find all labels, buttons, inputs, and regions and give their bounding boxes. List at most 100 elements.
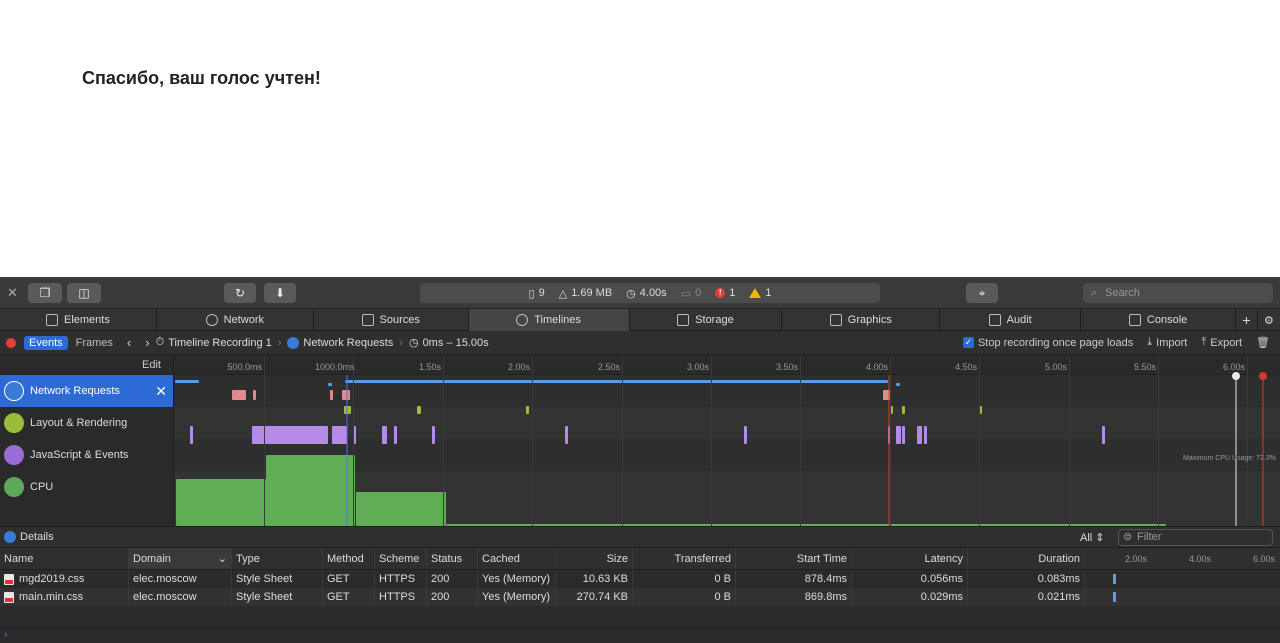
column-method[interactable]: Method (323, 548, 375, 569)
script-record-bar (432, 426, 435, 444)
tab-sources[interactable]: Sources (314, 309, 469, 331)
row-domain: elec.moscow (129, 588, 232, 606)
script-record-bar (382, 426, 387, 444)
back-arrow-icon[interactable]: ‹ (126, 335, 132, 350)
tab-network[interactable]: Network (157, 309, 314, 331)
log-icon: ▭ (680, 287, 692, 300)
logs-count[interactable]: ▭ 0 (680, 287, 702, 300)
warnings-count[interactable]: 1 (749, 287, 771, 299)
frames-toggle[interactable]: Frames (75, 336, 113, 349)
network-requests-icon (4, 381, 24, 401)
track-cpu[interactable]: CPU (0, 471, 173, 503)
console-icon (1128, 314, 1141, 326)
timeline-tracks: Edit Network Requests ✕ Layout & Renderi… (0, 356, 174, 526)
network-record-bar (328, 383, 332, 386)
tab-elements[interactable]: Elements (0, 309, 157, 331)
column-type[interactable]: Type (232, 548, 323, 569)
search-icon: ⌕ (1091, 287, 1098, 299)
css-file-icon (4, 573, 14, 585)
resources-count[interactable]: ▯ 9 (528, 287, 545, 300)
crosshair-icon: ⌖ (978, 285, 986, 300)
script-record-bar (252, 426, 328, 444)
tab-storage[interactable]: Storage (630, 309, 783, 331)
paint-record-bar (253, 390, 256, 400)
breadcrumb-recording[interactable]: Timeline Recording 1 (168, 336, 272, 349)
ruler-tick (532, 356, 533, 526)
export-button[interactable]: ⤒ Export (1201, 336, 1243, 349)
chevron-right-icon: › (277, 336, 282, 349)
current-time-handle[interactable] (1259, 372, 1267, 380)
audit-icon (988, 314, 1001, 326)
close-icon[interactable]: ✕ (155, 382, 167, 399)
filter-input[interactable]: ⊜ Filter (1118, 529, 1273, 546)
download-icon: ⬇ (274, 286, 286, 300)
column-transferred[interactable]: Transferred (633, 548, 736, 569)
console-prompt[interactable]: › (0, 628, 1280, 643)
script-record-bar (394, 426, 397, 444)
selection-handle[interactable] (1232, 372, 1240, 380)
script-record-bar (917, 426, 922, 444)
column-domain[interactable]: Domain ⌄ (129, 548, 232, 569)
export-icon: ⤒ (1201, 336, 1207, 348)
column-name[interactable]: Name (0, 548, 129, 569)
prompt-chevron-icon: › (4, 629, 8, 641)
gear-icon: ⚙ (1264, 314, 1274, 327)
column-start-time[interactable]: Start Time (736, 548, 852, 569)
download-button[interactable]: ⬇ (264, 283, 296, 303)
new-tab-button[interactable]: + (1236, 309, 1258, 331)
resources-size[interactable]: △ 1.69 MB (558, 287, 613, 300)
track-javascript-events[interactable]: JavaScript & Events (0, 439, 173, 471)
settings-button[interactable]: ⚙ (1258, 309, 1280, 331)
script-record-bar (565, 426, 568, 444)
tab-console[interactable]: Console (1081, 309, 1237, 331)
row-latency: 0.029ms (852, 588, 968, 606)
record-button[interactable] (6, 337, 16, 348)
layout-record-bar (902, 406, 905, 414)
column-size[interactable]: Size (556, 548, 633, 569)
edit-button[interactable]: Edit (0, 356, 173, 375)
row-transferred: 0 B (633, 588, 736, 606)
forward-arrow-icon[interactable]: › (145, 335, 150, 350)
tab-audit[interactable]: Audit (940, 309, 1082, 331)
import-icon: ⤓ (1147, 336, 1153, 348)
scope-select[interactable]: All ⇕ (1080, 532, 1105, 544)
cpu-usage-bar (176, 479, 266, 526)
events-toggle[interactable]: Events (24, 335, 68, 350)
inspect-element-button[interactable]: ⌖ (966, 283, 998, 303)
import-button[interactable]: ⤓ Import (1147, 336, 1188, 349)
ruler-tick (264, 356, 265, 526)
breadcrumb-range[interactable]: 0ms – 15.00s (422, 336, 489, 349)
network-table: Name Domain ⌄ Type Method Scheme Status C… (0, 548, 1280, 628)
column-cached[interactable]: Cached (478, 548, 556, 569)
paint-record-bar (342, 390, 350, 400)
table-row-partial[interactable] (0, 606, 1280, 624)
script-record-bar (744, 426, 747, 444)
track-layout-rendering[interactable]: Layout & Rendering (0, 407, 173, 439)
close-icon[interactable]: ✕ (7, 285, 18, 300)
column-status[interactable]: Status (427, 548, 478, 569)
track-network-requests[interactable]: Network Requests ✕ (0, 375, 173, 407)
column-scheme[interactable]: Scheme (375, 548, 427, 569)
dock-button[interactable]: ◫ (67, 283, 101, 303)
detach-button[interactable]: ❐ (28, 283, 62, 303)
row-cached: Yes (Memory) (478, 588, 556, 606)
waterfall-label: 4.00s (1189, 553, 1212, 564)
checkbox-icon[interactable]: ✓ (962, 337, 974, 348)
breadcrumb-section[interactable]: Network Requests (303, 336, 394, 349)
reload-button[interactable]: ↻ (224, 283, 256, 303)
errors-count[interactable]: ! 1 (715, 287, 735, 299)
row-size: 10.63 KB (556, 570, 633, 588)
column-duration[interactable]: Duration (968, 548, 1085, 569)
tab-graphics[interactable]: Graphics (782, 309, 941, 331)
time-ruler (175, 356, 1280, 375)
trash-icon[interactable]: 🗑 (1256, 337, 1270, 349)
table-row[interactable]: main.min.css elec.moscow Style Sheet GET… (0, 588, 1280, 606)
tab-timelines[interactable]: Timelines (468, 309, 630, 331)
column-latency[interactable]: Latency (852, 548, 968, 569)
timeline-overview[interactable]: 500.0ms 1000.0ms 1.50s 2.00s 2.50s 3.00s 3.50s… (175, 356, 1280, 526)
stop-recording-option[interactable]: ✓ Stop recording once page loads (962, 336, 1134, 349)
load-time[interactable]: ◷ 4.00s (626, 287, 667, 300)
table-row[interactable]: mgd2019.css elec.moscow Style Sheet GET … (0, 570, 1280, 588)
search-input[interactable]: ⌕ Search (1083, 283, 1273, 303)
waterfall-label: 2.00s (1125, 553, 1148, 564)
